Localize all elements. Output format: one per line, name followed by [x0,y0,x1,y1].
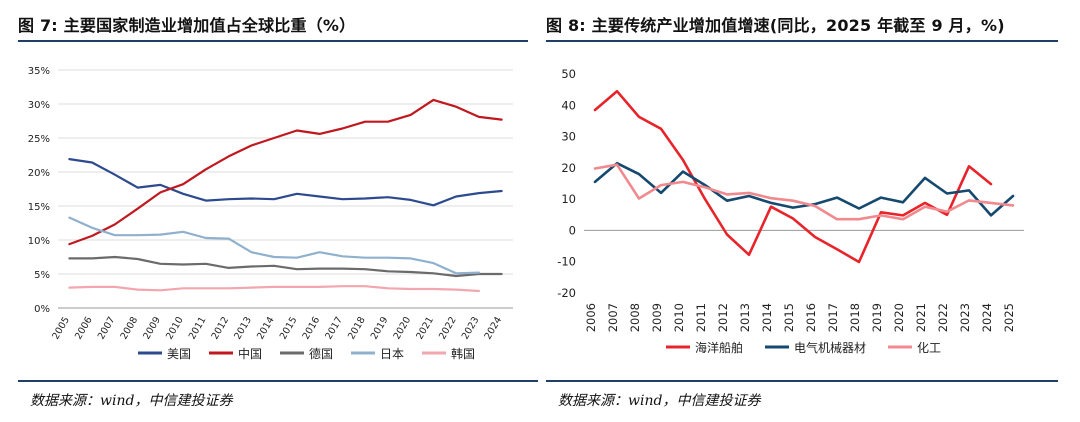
x-tick-label: 2025 [1002,303,1016,332]
x-tick-label: 2016 [301,315,323,341]
y-tick-label: 30 [561,130,576,144]
x-tick-label: 2022 [437,315,459,341]
y-tick-label: 50 [561,67,576,81]
x-tick-label: 2015 [782,303,796,332]
x-tick-label: 2008 [628,303,642,332]
x-tick-label: 2024 [980,303,994,332]
y-tick-label: 30% [28,100,50,111]
x-tick-label: 2023 [958,303,972,332]
x-tick-label: 2007 [96,315,118,341]
source-rule [18,380,538,382]
x-tick-label: 2021 [914,303,928,332]
legend-label: 德国 [309,346,333,361]
y-tick-label: 15% [28,202,50,213]
chart-left: 0%5%10%15%20%25%30%35%2005 2006 2007 2008 20… [28,66,513,361]
series-line [593,163,1015,221]
series-line [68,216,480,275]
x-tick-label: 2005 [50,315,72,341]
figure-title: 图 7: 主要国家制造业增加值占全球比重（%） [18,16,356,35]
title-rule [18,40,528,42]
legend-label: 韩国 [451,346,475,361]
series-line [68,158,503,207]
x-tick-label: 2022 [936,303,950,332]
x-tick-label: 2020 [892,303,906,332]
series-line [593,89,993,264]
x-tick-label: 2013 [232,315,254,341]
x-tick-label: 2017 [323,315,345,341]
x-tick-label: 2011 [694,303,708,332]
legend-label: 中国 [238,346,262,361]
series-line [68,255,503,278]
title-rule [546,40,1058,42]
legend-label: 日本 [380,347,404,361]
x-tick-label: 2011 [187,315,209,341]
legend-label: 美国 [167,347,191,361]
x-tick-label: 2021 [414,315,436,341]
legend-label: 化工 [917,341,941,355]
y-tick-label: 5% [34,270,50,281]
x-tick-label: 2019 [870,303,884,332]
figure-8: 图 8: 主要传统产业增加值增速(同比，2025 年截至 9 月，%) -20-… [546,0,1066,422]
x-tick-label: 2024 [483,315,505,341]
x-tick-label: 2018 [848,303,862,332]
x-tick-label: 2013 [738,303,752,332]
x-tick-label: 2020 [392,315,414,341]
y-tick-label: 10% [28,236,50,247]
x-tick-label: 2018 [346,315,368,341]
source-note: 数据来源：wind，中信建投证券 [30,393,233,409]
x-tick-label: 2017 [826,303,840,332]
x-tick-label: 2012 [716,303,730,332]
series-line [68,285,480,293]
x-tick-label: 2009 [650,303,664,332]
y-tick-label: -10 [557,255,576,269]
x-tick-label: 2007 [606,303,620,332]
x-tick-label: 2006 [584,303,598,332]
y-tick-label: 0% [34,304,50,315]
y-tick-label: 20 [561,161,576,175]
y-tick-label: 40 [561,98,576,112]
x-tick-label: 2006 [73,315,95,341]
x-tick-label: 2008 [119,315,141,341]
legend-label: 海洋船舶 [695,340,743,355]
y-tick-label: 0 [569,223,576,237]
legend-label: 电气机械器材 [794,340,866,355]
x-tick-label: 2023 [460,315,482,341]
x-tick-label: 2015 [278,315,300,341]
y-tick-label: 20% [28,168,50,179]
x-tick-label: 2010 [672,303,686,332]
figure-7: 图 7: 主要国家制造业增加值占全球比重（%） 0% 5% 10% 15% 20% 25%… [18,0,538,422]
series-line [68,98,503,246]
x-tick-label: 2014 [255,315,277,341]
series-line [593,161,1015,217]
x-tick-label: 2012 [210,315,232,341]
y-tick-label: 10 [561,192,576,206]
x-tick-label: 2014 [760,303,774,332]
x-tick-label: 2010 [164,315,186,341]
figure-title: 图 8: 主要传统产业增加值增速(同比，2025 年截至 9 月，%) [546,16,1005,35]
x-tick-label: 2019 [369,315,391,341]
chart-right: -20 -10 0 10 20 30 40 50 2006 2007 2008 2009 2010 201… [557,67,1024,355]
x-tick-label: 2009 [141,315,163,341]
y-tick-label: -20 [557,286,576,300]
y-tick-label: 35% [28,66,50,77]
source-note: 数据来源：wind，中信建投证券 [558,393,761,409]
x-tick-label: 2016 [804,303,818,332]
source-rule [546,380,1058,382]
y-tick-label: 25% [28,134,50,145]
